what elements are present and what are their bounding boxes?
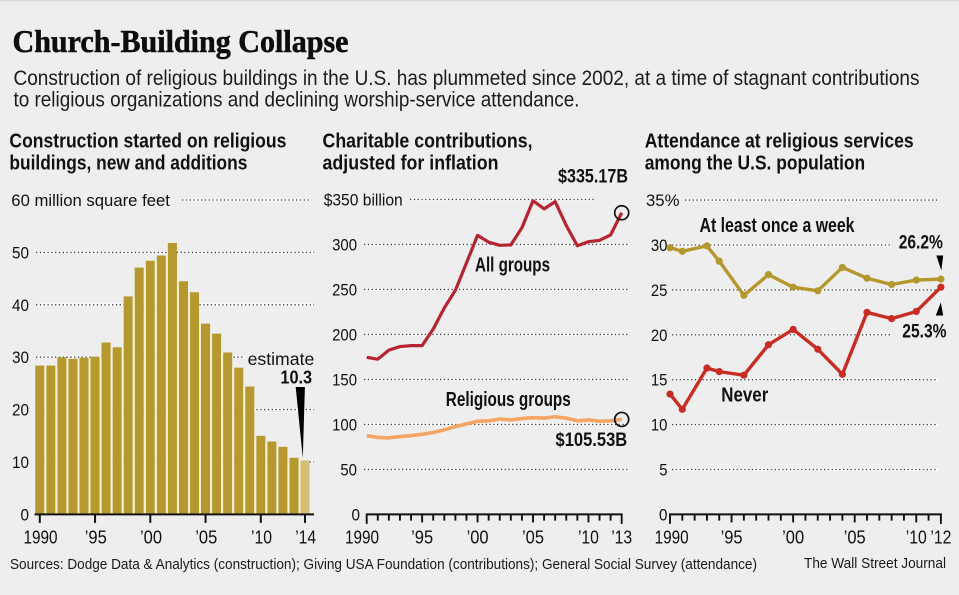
svg-text:’10: ’10 <box>251 526 272 547</box>
svg-text:’00: ’00 <box>782 526 804 547</box>
svg-text:300: 300 <box>332 235 357 254</box>
svg-text:35%: 35% <box>646 191 680 210</box>
svg-text:50: 50 <box>12 243 29 262</box>
svg-text:20: 20 <box>651 326 668 345</box>
svg-text:15: 15 <box>651 371 668 390</box>
svg-text:0: 0 <box>352 505 361 524</box>
svg-text:Sources: Dodge Data & Analytic: Sources: Dodge Data & Analytics (constru… <box>10 556 757 573</box>
svg-text:25.3%: 25.3% <box>902 322 946 343</box>
svg-text:adjusted for inflation: adjusted for inflation <box>323 152 499 174</box>
svg-text:20: 20 <box>12 401 29 420</box>
svg-text:100: 100 <box>332 415 357 434</box>
svg-text:10.3: 10.3 <box>280 368 312 388</box>
svg-text:150: 150 <box>332 370 357 389</box>
svg-text:estimate: estimate <box>248 349 315 369</box>
svg-text:$350 billion: $350 billion <box>324 190 403 209</box>
svg-text:’14: ’14 <box>295 526 316 547</box>
svg-text:The Wall Street Journal: The Wall Street Journal <box>804 556 946 572</box>
svg-text:to religious organizations and: to religious organizations and declining… <box>14 88 580 111</box>
svg-text:’95: ’95 <box>85 526 107 547</box>
svg-text:among the U.S. population: among the U.S. population <box>645 152 866 174</box>
svg-text:25: 25 <box>651 281 668 300</box>
svg-text:’95: ’95 <box>721 526 743 547</box>
svg-text:26.2%: 26.2% <box>899 233 943 254</box>
svg-text:’13: ’13 <box>611 526 632 547</box>
svg-text:50: 50 <box>340 460 357 479</box>
svg-text:’05: ’05 <box>522 526 544 547</box>
svg-text:30: 30 <box>12 348 29 367</box>
svg-text:Charitable contributions,: Charitable contributions, <box>323 130 533 152</box>
svg-text:200: 200 <box>332 325 357 344</box>
svg-text:’95: ’95 <box>411 526 433 547</box>
svg-text:Construction of religious buil: Construction of religious buildings in t… <box>14 67 920 90</box>
svg-text:1990: 1990 <box>24 526 58 547</box>
svg-text:At least once a week: At least once a week <box>700 214 855 237</box>
svg-text:250: 250 <box>332 280 357 299</box>
svg-text:Church-Building Collapse: Church-Building Collapse <box>13 24 349 59</box>
svg-text:5: 5 <box>659 461 667 480</box>
svg-text:’05: ’05 <box>844 526 866 547</box>
svg-text:All groups: All groups <box>475 254 550 277</box>
svg-text:1990: 1990 <box>345 526 379 547</box>
svg-text:’00: ’00 <box>467 526 489 547</box>
svg-text:buildings, new and additions: buildings, new and additions <box>9 152 247 174</box>
svg-text:60 million square feet: 60 million square feet <box>11 191 170 210</box>
svg-text:0: 0 <box>21 505 30 524</box>
svg-text:’10: ’10 <box>578 526 599 547</box>
svg-text:Religious groups: Religious groups <box>446 388 571 411</box>
svg-text:10: 10 <box>651 416 668 435</box>
svg-text:Attendance at religious servic: Attendance at religious services <box>645 130 914 152</box>
svg-text:30: 30 <box>651 236 668 255</box>
svg-text:$335.17B: $335.17B <box>558 167 628 188</box>
svg-text:Never: Never <box>721 383 768 406</box>
svg-text:’10: ’10 <box>906 526 927 547</box>
svg-text:’12: ’12 <box>930 526 951 547</box>
svg-text:’05: ’05 <box>195 526 217 547</box>
svg-text:’00: ’00 <box>140 526 162 547</box>
svg-text:40: 40 <box>12 296 29 315</box>
svg-text:0: 0 <box>659 505 668 524</box>
svg-text:1990: 1990 <box>655 526 689 547</box>
svg-text:$105.53B: $105.53B <box>556 430 628 451</box>
svg-text:10: 10 <box>12 453 29 472</box>
svg-text:Construction started on religi: Construction started on religious <box>9 130 286 152</box>
